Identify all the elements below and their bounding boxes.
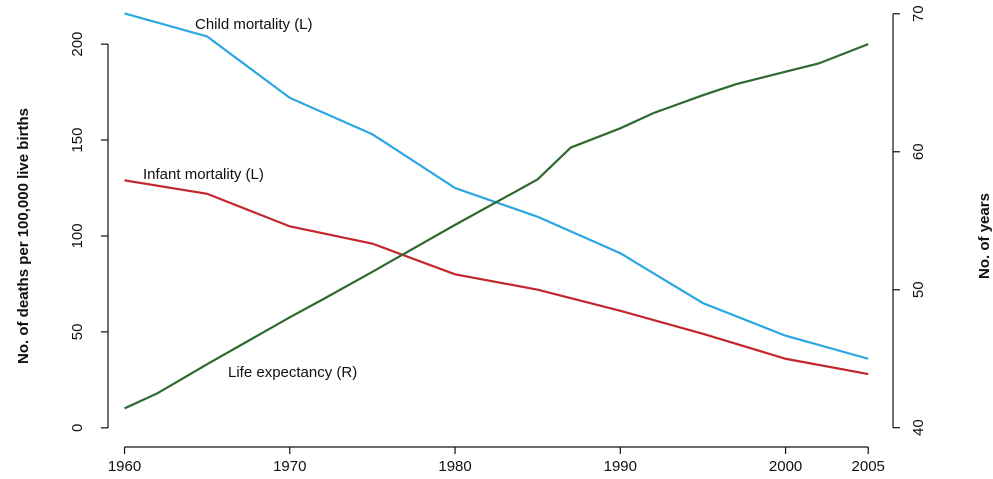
x-tick-label: 1970 — [273, 458, 306, 475]
series-label: Child mortality (L) — [195, 16, 313, 33]
y2-tick-label: 60 — [910, 143, 927, 160]
y-tick-label: 0 — [69, 424, 86, 432]
x-tick-label: 1980 — [438, 458, 471, 475]
y-tick-label: 150 — [69, 128, 86, 153]
series-line — [124, 179, 869, 376]
y2-tick-label: 50 — [910, 281, 927, 298]
series-label: Life expectancy (R) — [228, 364, 357, 381]
series-line — [124, 12, 869, 360]
x-tick-label: 1960 — [108, 458, 141, 475]
x-tick-label: 2000 — [769, 458, 802, 475]
y2-tick-label: 70 — [910, 5, 927, 22]
y-tick-label: 50 — [69, 324, 86, 341]
series-label: Infant mortality (L) — [143, 166, 264, 183]
y-axis-label: No. of deaths per 100,000 live births — [15, 108, 32, 364]
y2-tick-label: 40 — [910, 419, 927, 436]
y-tick-label: 200 — [69, 32, 86, 57]
y-tick-label: 100 — [69, 223, 86, 248]
x-tick-label: 1990 — [604, 458, 637, 475]
x-tick-label: 2005 — [852, 458, 885, 475]
y2-axis-label: No. of years — [976, 193, 993, 279]
series-line — [124, 43, 869, 410]
